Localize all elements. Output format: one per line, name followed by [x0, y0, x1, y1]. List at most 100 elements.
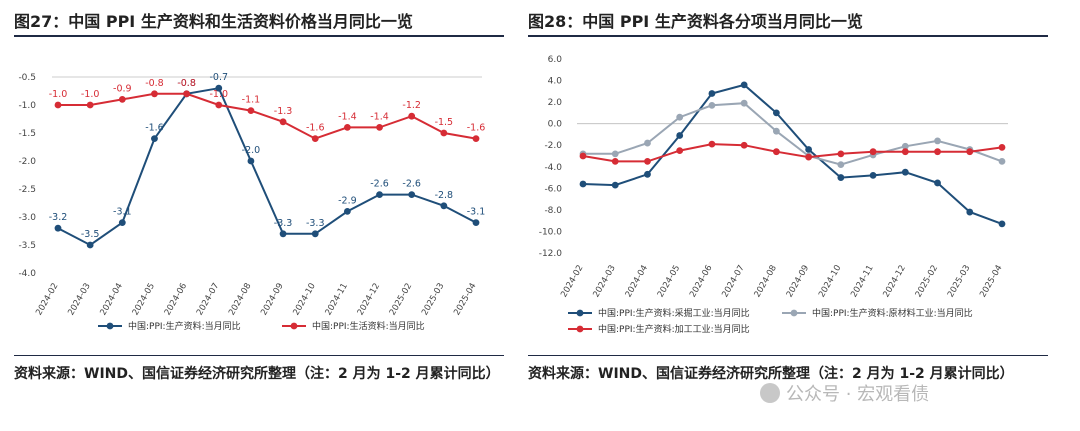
left-series-point-1 — [151, 90, 158, 98]
right-series-point-2 — [579, 152, 587, 160]
right-xtick-label: 2024-07 — [720, 264, 746, 300]
right-series-point-2 — [708, 140, 716, 148]
left-series-point-0 — [118, 219, 126, 227]
left-ytick-label: -3.0 — [18, 213, 36, 223]
right-series-point-0 — [611, 181, 619, 189]
left-data-label-0: -3.2 — [49, 212, 68, 223]
right-xtick-label: 2024-06 — [688, 264, 714, 300]
left-chart-title: 图27：中国 PPI 生产资料和生活资料价格当月同比一览 — [14, 12, 413, 31]
left-series-point-0 — [311, 230, 319, 238]
left-data-label-0: -2.0 — [242, 145, 261, 156]
watermark-text: 公众号 · 宏观看债 — [786, 384, 930, 405]
right-series-point-1 — [837, 161, 845, 169]
watermark: 公众号 · 宏观看债 — [760, 380, 929, 406]
right-ytick-label: 0.0 — [548, 120, 563, 130]
left-series-point-0 — [54, 224, 62, 232]
left-series-point-0 — [376, 191, 383, 199]
right-series-point-0 — [998, 220, 1006, 228]
right-series-point-2 — [644, 157, 651, 165]
left-data-label-1: -1.4 — [370, 111, 389, 122]
right-ytick-label: -12.0 — [539, 249, 563, 259]
left-ytick-label: -3.5 — [18, 241, 36, 251]
left-ytick-label: -0.5 — [18, 73, 36, 83]
left-data-label-0: -2.6 — [402, 179, 421, 190]
left-ytick-label: -4.0 — [18, 269, 36, 279]
right-ytick-label: -4.0 — [544, 163, 562, 173]
left-xtick-label: 2024-04 — [98, 282, 124, 318]
left-data-label-1: -0.8 — [177, 78, 196, 89]
right-series-point-0 — [805, 146, 813, 153]
left-series-point-0 — [279, 230, 287, 238]
left-xtick-label: 2024-09 — [259, 282, 285, 318]
left-series-point-1 — [247, 107, 255, 114]
wechat-icon — [760, 383, 780, 403]
right-series-point-1 — [772, 127, 780, 135]
left-data-label-1: -1.1 — [242, 95, 261, 106]
right-series-point-1 — [901, 142, 909, 150]
left-series-point-1 — [215, 101, 223, 109]
left-series-point-1 — [472, 135, 480, 142]
left-data-label-0: -2.6 — [370, 179, 389, 190]
right-source-note: 资料来源：WIND、国信证券经济研究所整理（注：2 月为 1-2 月累计同比） — [528, 366, 1014, 382]
right-series-point-0 — [901, 168, 909, 176]
right-series-point-0 — [934, 179, 941, 187]
right-series-point-0 — [869, 172, 877, 179]
right-series-line-0 — [582, 83, 1003, 225]
right-panel: 图28：中国 PPI 生产资料各分项当月同比一览 -12.0 -10.0 -8.0-… — [528, 0, 1048, 431]
left-xtick-label: 2025-02 — [388, 282, 414, 318]
right-title-rule — [528, 35, 1048, 37]
left-data-label-0: -0.8 — [177, 78, 196, 89]
left-data-label-0: -3.1 — [467, 207, 486, 218]
left-series-point-1 — [118, 96, 126, 103]
left-data-label-0: -3.1 — [113, 207, 132, 218]
left-ytick-label: -1.0 — [18, 101, 36, 111]
left-data-label-1: -1.6 — [467, 123, 486, 134]
right-chart-title: 图28：中国 PPI 生产资料各分项当月同比一览 — [528, 12, 863, 31]
left-series-point-1 — [376, 124, 383, 131]
right-legend-label-1: 中国:PPI:生产资料:原材料工业:当月同比 — [812, 307, 973, 319]
right-series-line-2 — [582, 143, 1003, 163]
right-series-point-2 — [740, 141, 748, 149]
right-series-point-0 — [966, 208, 974, 216]
right-series-point-1 — [740, 99, 748, 107]
left-legend-marker-0 — [106, 322, 114, 330]
left-data-label-0: -1.6 — [145, 123, 164, 134]
left-ytick-label: -2.5 — [18, 185, 36, 195]
left-series-line-0 — [57, 87, 477, 247]
left-source-rule — [14, 355, 504, 356]
right-series-line-1 — [583, 102, 1003, 166]
right-series-point-2 — [998, 143, 1006, 151]
left-ytick-label: -1.5 — [18, 129, 36, 139]
left-series-point-1 — [279, 118, 287, 126]
left-series-point-0 — [86, 241, 94, 249]
right-line-chart: -12.0 -10.0 -8.0 -6.0 -4.0 -2.0 0.0 2.0 4.0 6.0 20… — [539, 55, 1008, 335]
right-ytick-label: 2.0 — [548, 98, 563, 108]
right-xtick-label: 2024-12 — [881, 264, 907, 300]
left-data-label-0: -0.7 — [209, 72, 228, 83]
right-series-point-0 — [644, 170, 651, 178]
left-legend-label-0: 中国:PPI:生产资料:当月同比 — [128, 320, 241, 332]
left-xtick-label: 2024-12 — [356, 282, 382, 318]
right-ytick-label: -6.0 — [544, 184, 562, 194]
right-series-point-0 — [579, 180, 587, 188]
right-legend-marker-1 — [790, 309, 798, 317]
right-series-point-0 — [837, 174, 845, 181]
right-series-point-2 — [901, 148, 909, 156]
right-xtick-label: 2024-05 — [656, 264, 682, 300]
left-series-point-0 — [151, 135, 158, 142]
right-series-point-0 — [740, 81, 748, 89]
left-data-label-1: -1.4 — [338, 111, 357, 122]
right-xtick-label: 2024-03 — [591, 264, 617, 300]
left-series-point-0 — [247, 157, 255, 165]
right-ytick-label: 6.0 — [548, 55, 563, 65]
left-series-line-1 — [58, 92, 477, 140]
left-series-point-1 — [183, 90, 191, 98]
right-series-point-2 — [966, 148, 974, 156]
left-series-point-0 — [440, 202, 448, 210]
right-legend-marker-2 — [576, 325, 584, 333]
left-series-point-1 — [54, 101, 62, 109]
left-data-label-0: -3.5 — [81, 229, 100, 240]
right-ytick-label: -10.0 — [539, 227, 563, 237]
right-xtick-label: 2025-03 — [946, 264, 972, 300]
left-legend-marker-1 — [290, 322, 298, 330]
